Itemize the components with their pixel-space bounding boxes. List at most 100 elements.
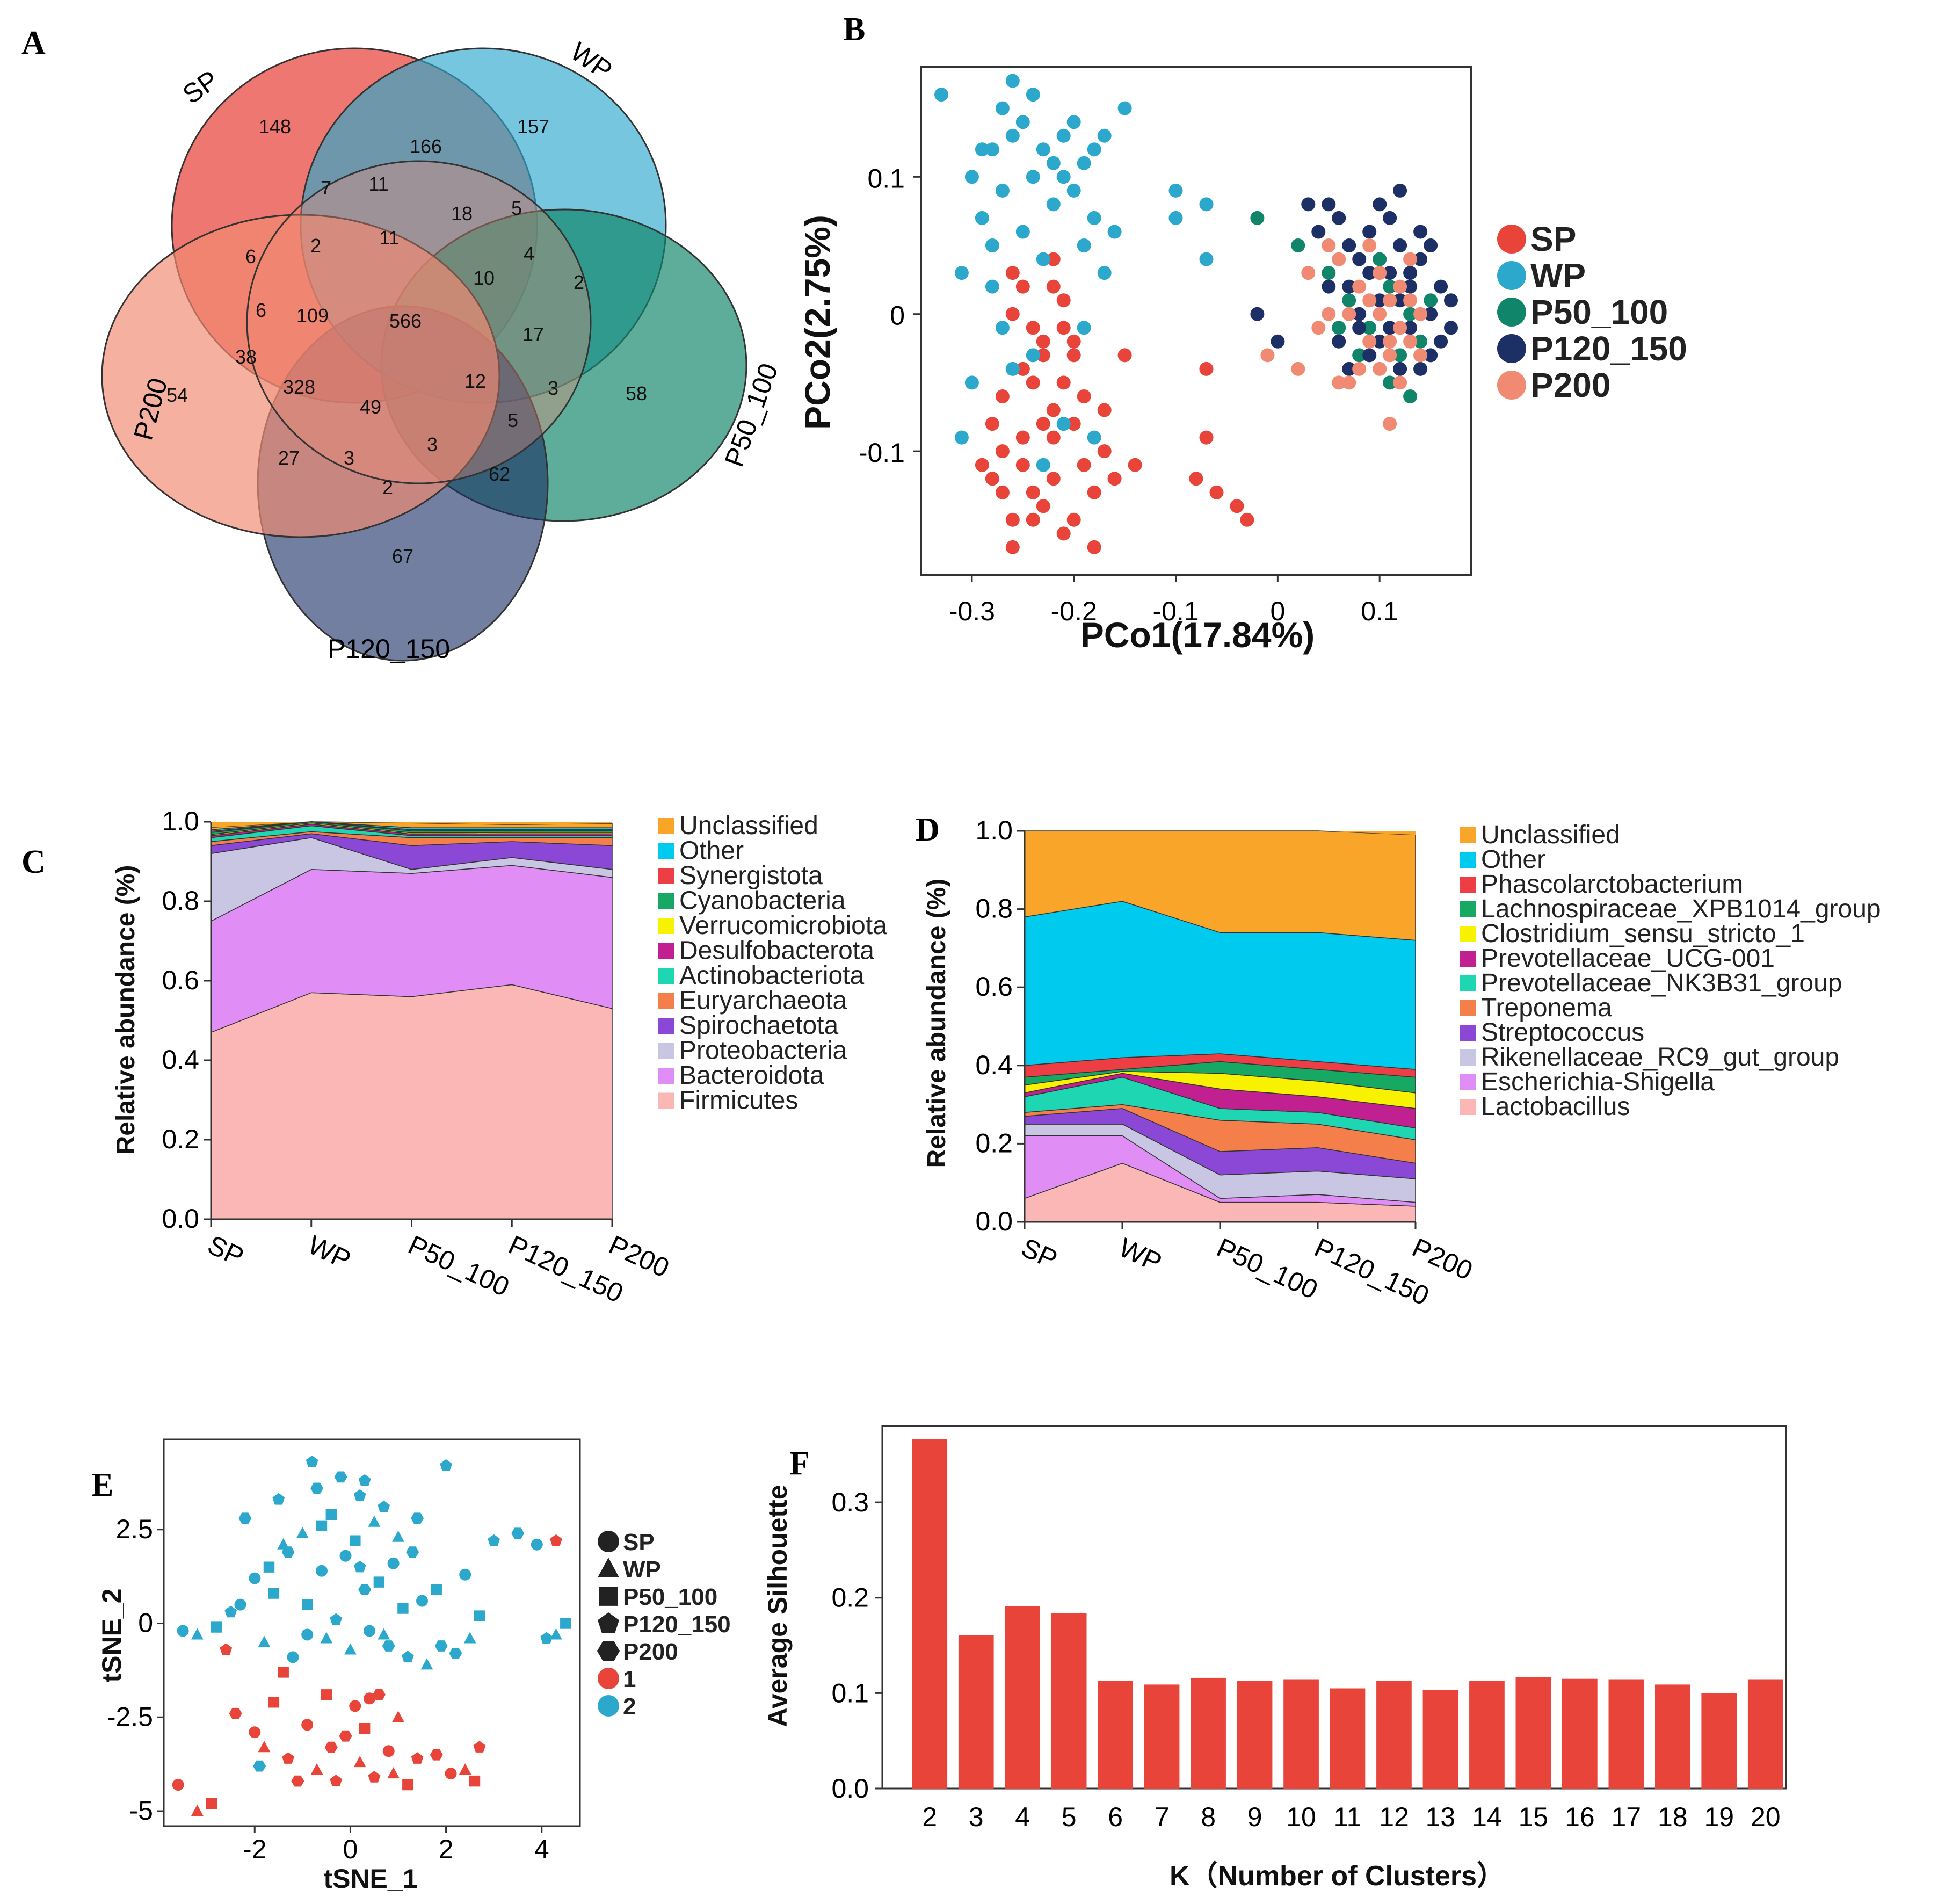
- y-tick-label: 0.0: [831, 1773, 869, 1804]
- y-tick-label: 0.8: [975, 894, 1013, 924]
- scatter-point-sp: [1005, 512, 1020, 527]
- legend-swatch: [1460, 877, 1476, 893]
- x-tick-label: 15: [1519, 1802, 1549, 1832]
- tsne-point: [353, 1489, 366, 1501]
- scatter-point-p120_150: [1403, 266, 1418, 280]
- tsne-point: [349, 1700, 361, 1712]
- legend-label: Bacteroidota: [679, 1061, 824, 1090]
- scatter-point-p120_150: [1413, 361, 1428, 376]
- scatter-point-sp: [1005, 540, 1020, 554]
- scatter-point-p50_100: [1332, 321, 1346, 335]
- scatter-point-p200: [1342, 307, 1356, 321]
- tsne-point: [278, 1667, 289, 1678]
- scatter-point-p120_150: [1444, 293, 1458, 308]
- tsne-point: [302, 1599, 313, 1610]
- tsne-point: [211, 1621, 222, 1633]
- x-tick-label: P50_100: [404, 1229, 514, 1302]
- legend-label: 2: [623, 1693, 636, 1720]
- scatter-point-p120_150: [1352, 252, 1367, 266]
- tsne-point: [191, 1628, 204, 1640]
- tsne-point: [392, 1530, 404, 1542]
- x-tick-label: SP: [203, 1229, 248, 1272]
- x-tick-label: 2: [439, 1834, 454, 1864]
- scatter-point-p120_150: [1413, 225, 1428, 239]
- silhouette-axes: 2 3 4 5 6 7 8 9 10 11 12 13 14 15 16 17 18 19 20 0.0 0.1 0.2 0…: [831, 1487, 1780, 1832]
- area-top-fill: [211, 822, 612, 828]
- x-tick-label: SP: [1017, 1232, 1062, 1275]
- venn-count: 2: [574, 271, 584, 293]
- scatter-point-sp: [1036, 348, 1050, 363]
- x-tick-label: 14: [1472, 1802, 1502, 1832]
- scatter-point-p120_150: [1393, 361, 1407, 376]
- tsne-point: [550, 1628, 562, 1640]
- venn-count: 2: [382, 476, 393, 498]
- tsne-point: [306, 1455, 318, 1467]
- bar-k-13: [1422, 1690, 1458, 1789]
- scatter-point-wp: [954, 430, 969, 445]
- legend-label: Verrucomicrobiota: [679, 911, 887, 940]
- tsne-point: [387, 1767, 400, 1779]
- tsne-point: [406, 1546, 419, 1558]
- legend-swatch: [658, 968, 674, 984]
- tsne-point: [310, 1763, 323, 1775]
- scatter-point-wp: [1005, 361, 1020, 376]
- tsne-point: [344, 1643, 357, 1655]
- scatter-point-p50_100: [1393, 348, 1407, 363]
- x-tick-label: 10: [1286, 1802, 1316, 1832]
- x-tick-label: 13: [1426, 1802, 1456, 1832]
- y-tick-label: 0.0: [162, 1204, 199, 1234]
- y-tick-label: 0.2: [975, 1128, 1013, 1158]
- bar-k-2: [912, 1439, 948, 1789]
- scatter-point-p120_150: [1342, 361, 1356, 376]
- scatter-point-p50_100: [1373, 252, 1387, 266]
- x-tick-label: 6: [1108, 1802, 1123, 1832]
- legend-swatch: [1460, 827, 1476, 843]
- tsne-point: [310, 1482, 324, 1494]
- scatter-point-sp: [1087, 485, 1101, 499]
- scatter-point-p120_150: [1403, 279, 1418, 294]
- tsne-point: [191, 1805, 204, 1816]
- tsne-point: [445, 1768, 457, 1780]
- scatter-point-p120_150: [1352, 321, 1367, 335]
- legend-label: Lachnospiraceae_XPB1014_group: [1481, 895, 1881, 923]
- scatter-point-wp: [1199, 252, 1214, 266]
- scatter-point-p120_150: [1393, 238, 1407, 252]
- legend-label: 1: [623, 1666, 636, 1692]
- scatter-point-p50_100: [1322, 266, 1336, 280]
- bar-k-7: [1144, 1684, 1180, 1789]
- tsne-point: [339, 1550, 352, 1562]
- bar-k-15: [1515, 1677, 1551, 1789]
- tsne-point: [301, 1628, 314, 1641]
- scatter-point-sp: [1056, 321, 1071, 335]
- bar-k-19: [1701, 1693, 1737, 1789]
- scatter-point-sp: [1015, 430, 1030, 445]
- x-tick-label: WP: [1114, 1232, 1166, 1278]
- scatter-point-wp: [1015, 225, 1030, 239]
- scatter-point-wp: [995, 101, 1010, 115]
- venn-count: 38: [235, 346, 257, 368]
- tsne-point: [268, 1697, 280, 1708]
- tsne-point: [258, 1741, 271, 1753]
- legend-label: Prevotellaceae_NK3B31_group: [1481, 969, 1842, 997]
- scatter-point-p50_100: [1413, 334, 1428, 349]
- scatter-point-p200: [1403, 293, 1418, 308]
- legend-swatch: [1460, 975, 1476, 991]
- tsne-point: [364, 1692, 375, 1705]
- tsne-point: [224, 1605, 237, 1618]
- venn-label-p120-150: P120_150: [328, 634, 450, 664]
- bar-k-10: [1283, 1679, 1319, 1789]
- y-tick-label: 0.4: [162, 1045, 199, 1075]
- scatter-point-wp: [1036, 252, 1050, 266]
- legend-label: P200: [623, 1639, 678, 1665]
- tsne-point: [350, 1535, 361, 1546]
- tsne-point: [229, 1707, 242, 1719]
- legend-swatch: [1497, 298, 1526, 327]
- venn-label-sp: SP: [177, 64, 224, 110]
- scatter-point-p200: [1383, 417, 1397, 431]
- scatter-point-p200: [1383, 348, 1397, 363]
- tsne-point: [220, 1643, 233, 1655]
- scatter-point-p200: [1403, 334, 1418, 349]
- tsne-point: [339, 1730, 352, 1742]
- x-tick-label: 7: [1155, 1802, 1170, 1832]
